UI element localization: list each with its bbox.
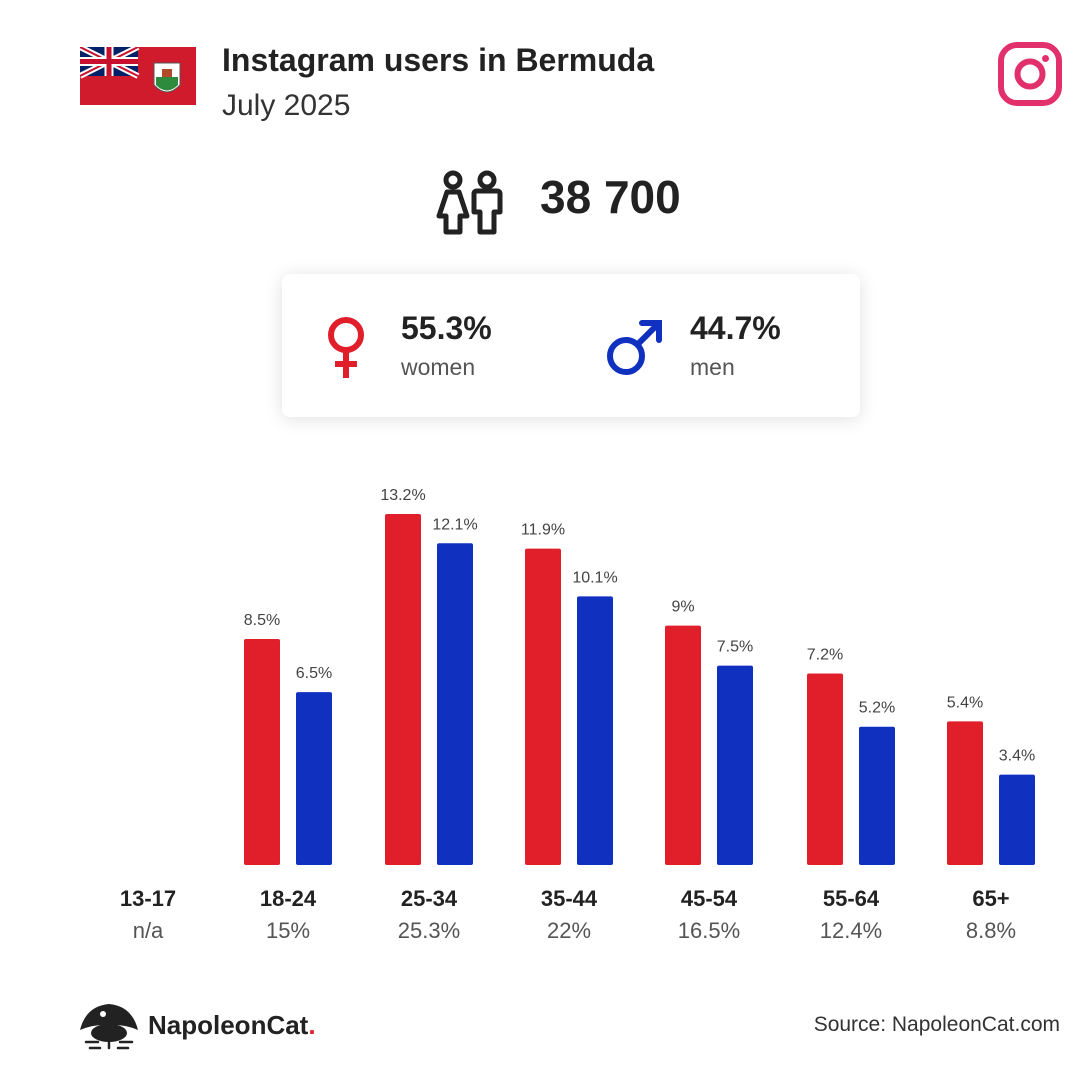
bar-value-label: 8.5%	[244, 612, 280, 629]
bar-value-label: 12.1%	[432, 516, 477, 533]
age-group-label: 18-24	[260, 886, 317, 911]
bar-women-35-44	[525, 548, 561, 865]
bar-value-label: 3.4%	[999, 748, 1035, 765]
age-group-share: 12.4%	[820, 918, 882, 943]
age-group-share: 22%	[547, 918, 591, 943]
age-group-share: 25.3%	[398, 918, 460, 943]
brand-name: NapoleonCat.	[148, 1010, 316, 1041]
bar-women-18-24	[244, 638, 280, 865]
male-symbol-icon	[607, 320, 662, 375]
age-group-label: 13-17	[120, 886, 176, 911]
bar-women-45-54	[665, 625, 701, 865]
instagram-icon	[998, 42, 1062, 106]
age-gender-bar-chart: 13-17 n/a 8.5% 6.5% 18-24 15% 13.2% 12.1% 25-34 2…	[120, 487, 1035, 943]
bar-value-label: 13.2%	[380, 487, 425, 504]
age-group-label: 55-64	[823, 886, 880, 911]
women-label: women	[401, 354, 476, 380]
bar-value-label: 10.1%	[572, 569, 617, 586]
age-group-label: 35-44	[541, 886, 598, 911]
brand-text: NapoleonCat	[148, 1010, 309, 1040]
bar-men-55-64	[859, 726, 895, 865]
female-symbol-icon	[328, 317, 364, 378]
bar-value-label: 5.4%	[947, 694, 983, 711]
bar-men-65+	[999, 774, 1035, 865]
age-group-label: 25-34	[401, 886, 458, 911]
total-users-value: 38 700	[540, 171, 681, 223]
age-group-share: n/a	[133, 918, 164, 943]
bar-men-18-24	[296, 692, 332, 865]
brand-dot: .	[308, 1010, 316, 1040]
bar-value-label: 11.9%	[521, 522, 565, 539]
age-group-share: 15%	[266, 918, 310, 943]
page-subtitle: July 2025	[222, 89, 351, 122]
age-group-share: 16.5%	[678, 918, 740, 943]
age-group-share: 8.8%	[966, 918, 1016, 943]
bar-value-label: 6.5%	[296, 665, 332, 682]
bar-value-label: 5.2%	[859, 700, 895, 717]
age-group-label: 65+	[972, 886, 1009, 911]
gender-split-card: 55.3% women 44.7% men	[282, 274, 860, 417]
bar-men-35-44	[577, 596, 613, 865]
bar-men-25-34	[437, 543, 473, 865]
page-title: Instagram users in Bermuda	[222, 42, 655, 78]
bar-women-55-64	[807, 673, 843, 865]
people-icon	[436, 170, 503, 235]
source-credit: Source: NapoleonCat.com	[813, 1013, 1060, 1036]
bar-value-label: 9%	[671, 599, 694, 616]
napoleoncat-logo-icon	[80, 1004, 138, 1050]
bar-women-65+	[947, 721, 983, 865]
bar-men-45-54	[717, 665, 753, 865]
women-percentage: 55.3%	[401, 310, 492, 346]
bermuda-flag-icon	[80, 47, 196, 105]
men-label: men	[690, 354, 735, 380]
bar-value-label: 7.2%	[807, 647, 843, 664]
bar-women-25-34	[385, 514, 421, 865]
men-percentage: 44.7%	[690, 310, 781, 346]
bar-value-label: 7.5%	[717, 639, 753, 656]
age-group-label: 45-54	[681, 886, 738, 911]
